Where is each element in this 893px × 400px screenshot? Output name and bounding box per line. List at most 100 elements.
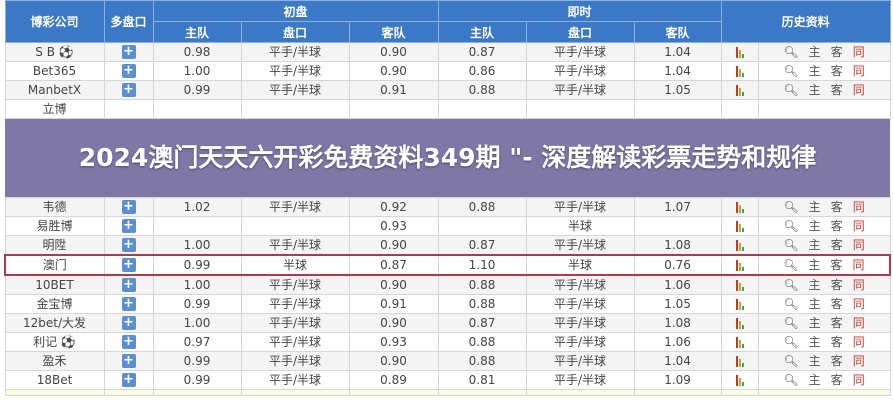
history-same-link[interactable]: 同 [852,354,865,368]
company-name[interactable]: 明陞 [4,235,105,256]
search-icon[interactable]: 🔍︎ [783,354,799,368]
expand-plus-icon[interactable]: + [121,218,136,234]
bar-chart-icon[interactable] [735,240,744,251]
search-icon[interactable]: 🔍︎ [783,258,799,272]
company-name[interactable]: 澳门 [4,254,105,276]
search-icon[interactable]: 🔍︎ [783,335,799,349]
history-same-link[interactable]: 同 [852,64,865,78]
company-name[interactable]: 韦德 [4,197,105,217]
table-row: 10BET + 1.00 平手/半球 0.90 0.88 平手/半球 1.06 … [4,274,891,295]
history-home-link[interactable]: 主 [808,278,821,292]
bar-chart-icon[interactable] [735,337,744,348]
expand-plus-icon[interactable]: + [121,353,136,369]
company-name[interactable]: 金宝博 [4,294,105,314]
live-home: 0.81 [437,370,527,390]
initial-handicap: 平手/半球 [240,313,350,333]
history-home-link[interactable]: 主 [808,258,821,272]
expand-plus-icon[interactable]: + [121,257,136,273]
expand-plus-icon[interactable]: + [121,63,136,79]
history-away-link[interactable]: 客 [830,335,843,349]
bar-chart-icon[interactable] [735,47,744,58]
search-icon[interactable]: 🔍︎ [783,373,799,387]
live-away: 1.04 [633,351,722,371]
bar-chart-icon[interactable] [735,202,744,213]
expand-plus-icon[interactable]: + [121,199,136,215]
history-away-link[interactable]: 客 [830,83,843,97]
bar-chart-icon[interactable] [735,356,744,367]
company-name[interactable]: S B ⚽ [4,42,105,62]
company-name[interactable]: 盈禾 [4,351,105,371]
search-icon[interactable]: 🔍︎ [783,200,799,214]
company-name[interactable]: 18Bet [4,370,105,390]
history-same-link[interactable]: 同 [852,373,865,387]
history-away-link[interactable]: 客 [830,278,843,292]
bar-chart-icon[interactable] [735,66,744,77]
history-away-link[interactable]: 客 [830,373,843,387]
live-handicap: 平手/半球 [525,80,635,100]
history-same-link[interactable]: 同 [852,83,865,97]
company-name[interactable]: 10BET [4,274,105,295]
history-home-link[interactable]: 主 [808,219,821,233]
expand-plus-icon[interactable]: + [121,277,136,293]
history-same-link[interactable]: 同 [852,200,865,214]
history-home-link[interactable]: 主 [808,373,821,387]
history-away-link[interactable]: 客 [830,45,843,59]
history-home-link[interactable]: 主 [808,335,821,349]
expand-plus-icon[interactable]: + [121,372,136,388]
history-same-link[interactable]: 同 [852,258,865,272]
expand-plus-icon[interactable]: + [121,82,136,98]
history-away-link[interactable]: 客 [830,354,843,368]
history-away-link[interactable]: 客 [830,258,843,272]
expand-plus-icon[interactable]: + [121,296,136,312]
history-home-link[interactable]: 主 [808,64,821,78]
company-name[interactable]: 易胜博 [4,216,105,236]
search-icon[interactable]: 🔍︎ [783,297,799,311]
expand-plus-icon[interactable]: + [121,44,136,60]
history-home-link[interactable]: 主 [808,316,821,330]
history-away-link[interactable]: 客 [830,297,843,311]
search-icon[interactable]: 🔍︎ [783,278,799,292]
history-away-link[interactable]: 客 [830,219,843,233]
search-icon[interactable]: 🔍︎ [783,45,799,59]
company-name[interactable]: 12bet/大发 [4,313,105,333]
history-same-link[interactable]: 同 [852,45,865,59]
table-row: 18Bet + 0.99 平手/半球 0.89 0.81 平手/半球 1.09 … [4,370,891,390]
bar-chart-icon[interactable] [735,299,744,310]
company-name[interactable]: 利记 ⚽ [4,332,105,352]
history-home-link[interactable]: 主 [808,297,821,311]
search-icon[interactable]: 🔍︎ [783,219,799,233]
history-away-link[interactable]: 客 [830,64,843,78]
search-icon[interactable]: 🔍︎ [783,238,799,252]
search-icon[interactable]: 🔍︎ [783,83,799,97]
bar-chart-icon[interactable] [735,260,744,271]
history-same-link[interactable]: 同 [852,238,865,252]
bar-chart-icon[interactable] [735,375,744,386]
company-name[interactable]: Bet365 [4,61,105,81]
history-same-link[interactable]: 同 [852,335,865,349]
history-same-link[interactable]: 同 [852,297,865,311]
history-home-link[interactable]: 主 [808,238,821,252]
company-name[interactable]: ManbetX [4,80,105,100]
bar-chart-icon[interactable] [735,318,744,329]
search-icon[interactable]: 🔍︎ [783,316,799,330]
history-home-link[interactable]: 主 [808,200,821,214]
history-same-link[interactable]: 同 [852,316,865,330]
live-home [437,99,527,119]
history-same-link[interactable]: 同 [852,219,865,233]
history-home-link[interactable]: 主 [808,354,821,368]
history-same-link[interactable]: 同 [852,278,865,292]
history-home-link[interactable]: 主 [808,83,821,97]
bar-chart-icon[interactable] [735,85,744,96]
bar-chart-icon[interactable] [735,221,744,232]
history-home-link[interactable]: 主 [808,45,821,59]
history-away-link[interactable]: 客 [830,238,843,252]
live-away: 1.04 [633,42,722,62]
expand-plus-icon[interactable]: + [121,315,136,331]
expand-plus-icon[interactable]: + [121,334,136,350]
history-away-link[interactable]: 客 [830,200,843,214]
expand-plus-icon[interactable]: + [121,237,136,253]
search-icon[interactable]: 🔍︎ [783,64,799,78]
company-name[interactable]: 立博 [4,99,105,119]
history-away-link[interactable]: 客 [830,316,843,330]
bar-chart-icon[interactable] [735,280,744,291]
